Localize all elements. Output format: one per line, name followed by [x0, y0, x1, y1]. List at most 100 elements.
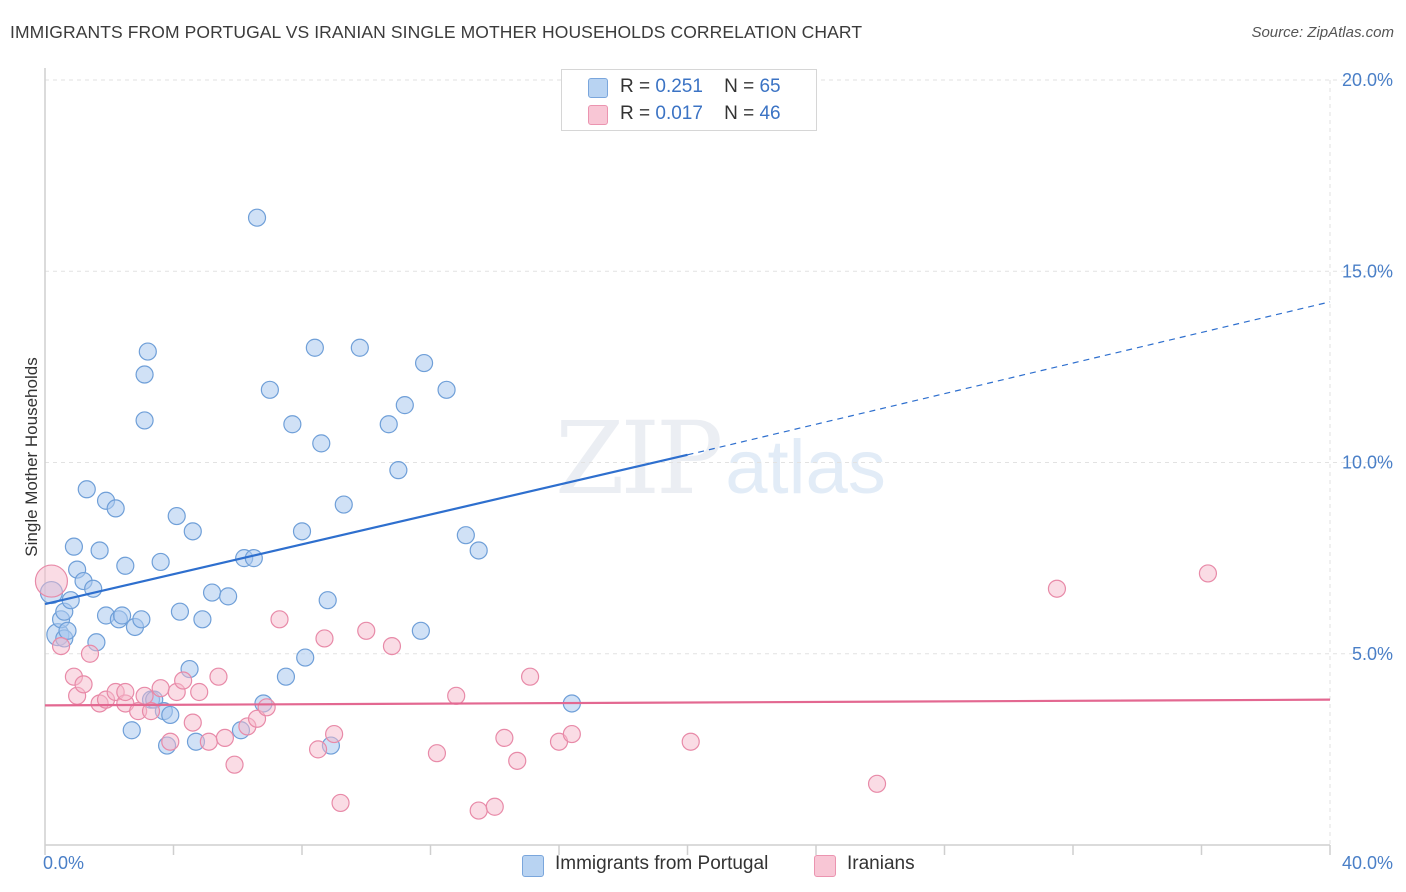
data-point-portugal [135, 411, 154, 430]
legend-n-label: N = [724, 103, 755, 124]
data-point-portugal [469, 541, 488, 560]
data-point-iranians [1198, 564, 1218, 583]
y-axis-label: Single Mother Households [22, 357, 41, 556]
series-portugal-points [39, 208, 581, 755]
legend-r-value: 0.251 [655, 76, 703, 97]
data-point-iranians [681, 732, 700, 751]
data-point-portugal [414, 353, 434, 373]
data-point-portugal [183, 522, 202, 541]
legend-r-value: 0.017 [655, 103, 703, 124]
correlation-legend: R = 0.251 N = 65 R = 0.017 N = 46 [561, 69, 817, 131]
data-point-portugal [318, 591, 337, 610]
data-point-portugal [219, 587, 238, 606]
data-point-portugal [167, 506, 186, 526]
data-point-portugal [456, 526, 475, 545]
data-point-portugal [193, 610, 212, 629]
data-point-iranians [174, 671, 193, 690]
data-point-iranians [520, 667, 540, 686]
data-point-portugal [151, 552, 170, 572]
axes [44, 68, 1331, 855]
y-tick-label: 5.0% [1352, 644, 1393, 664]
data-point-iranians [315, 629, 334, 648]
legend-swatch-blue [588, 78, 608, 98]
y-tick-label: 10.0% [1342, 453, 1393, 473]
data-point-portugal [276, 667, 296, 686]
legend-text-portugal: R = 0.251 N = 65 [620, 76, 781, 98]
legend-r-label: R = [620, 76, 651, 97]
data-point-portugal [77, 480, 96, 499]
data-point-portugal [244, 549, 263, 568]
data-point-portugal [296, 648, 315, 667]
data-point-iranians [867, 774, 887, 793]
trend-lines [44, 301, 1331, 707]
data-point-iranians [225, 755, 244, 774]
data-point-iranians [135, 686, 154, 705]
legend-text-iranians: R = 0.017 N = 46 [620, 103, 781, 125]
data-point-portugal [161, 705, 180, 725]
data-point-iranians [495, 728, 514, 748]
data-point-portugal [112, 606, 132, 625]
data-point-portugal [247, 208, 267, 227]
data-point-portugal [334, 495, 353, 514]
data-point-portugal [116, 556, 135, 575]
data-point-portugal [64, 537, 84, 556]
data-point-iranians [183, 713, 202, 732]
data-point-iranians [270, 610, 289, 629]
data-point-portugal [122, 721, 141, 740]
data-point-portugal [132, 610, 151, 629]
trend-line-portugal-projection [687, 301, 1331, 456]
data-point-iranians [308, 740, 328, 759]
data-point-iranians [34, 564, 69, 598]
data-point-iranians [508, 751, 527, 770]
tick-labels: 5.0% 10.0% 15.0% 20.0% 0.0% 40.0% [43, 70, 1393, 873]
data-point-portugal [312, 434, 331, 453]
data-point-portugal [283, 415, 302, 434]
legend-n-value: 46 [759, 103, 781, 124]
bottom-legend-swatch-blue [522, 855, 544, 877]
trend-line-iranians [44, 698, 1331, 707]
data-point-iranians [215, 728, 234, 748]
data-point-portugal [260, 380, 279, 399]
data-point-portugal [170, 602, 190, 621]
legend-n-value: 65 [759, 76, 781, 97]
data-point-portugal [58, 621, 77, 640]
legend-swatch-pink [588, 105, 608, 125]
bottom-legend-label-portugal: Immigrants from Portugal [555, 853, 769, 874]
data-point-iranians [382, 636, 402, 656]
data-point-portugal [138, 342, 157, 361]
y-tick-label: 15.0% [1342, 261, 1393, 281]
legend-r-label: R = [620, 103, 651, 124]
data-point-iranians [427, 744, 447, 763]
y-tick-label: 20.0% [1342, 70, 1393, 90]
data-point-portugal [379, 415, 398, 434]
x-tick-label: 0.0% [43, 853, 84, 873]
data-point-iranians [357, 621, 376, 640]
data-point-portugal [305, 338, 324, 357]
data-point-portugal [292, 522, 312, 541]
data-point-portugal [411, 621, 430, 640]
data-point-iranians [331, 793, 350, 813]
data-point-portugal [350, 338, 369, 357]
data-point-iranians [209, 667, 228, 686]
data-point-iranians [141, 702, 161, 721]
data-point-iranians [447, 686, 466, 705]
data-point-iranians [80, 644, 100, 663]
data-point-iranians [51, 636, 71, 656]
data-point-iranians [485, 797, 504, 816]
data-point-iranians [116, 682, 135, 702]
watermark-zip: ZIP [555, 400, 723, 517]
data-point-portugal [389, 461, 408, 480]
data-point-portugal [437, 380, 456, 399]
x-tick-label: 40.0% [1342, 853, 1393, 873]
data-point-iranians [199, 732, 218, 751]
data-point-portugal [106, 499, 125, 518]
legend-n-label: N = [724, 76, 755, 97]
data-point-iranians [190, 682, 209, 702]
series-iranians-points [34, 564, 1218, 820]
data-point-iranians [469, 801, 488, 820]
chart-title: IMMIGRANTS FROM PORTUGAL VS IRANIAN SING… [10, 22, 863, 42]
bottom-legend-label-iranians: Iranians [847, 853, 915, 874]
data-point-iranians [151, 679, 170, 698]
data-point-iranians [562, 724, 581, 744]
